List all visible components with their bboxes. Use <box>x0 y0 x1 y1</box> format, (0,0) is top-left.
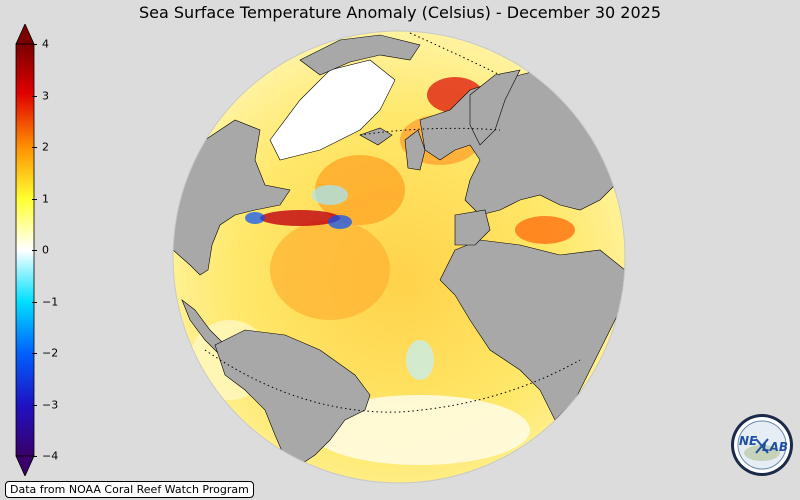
colorbar-tick-mark <box>32 353 37 354</box>
land-greenland <box>269 59 396 161</box>
land-scandinavia <box>469 69 521 146</box>
colorbar-tick-label: 3 <box>42 89 49 102</box>
colorbar-bottom-extend <box>15 455 35 476</box>
land-iceland <box>359 127 393 146</box>
colorbar-tick-label: 0 <box>42 243 49 257</box>
anomaly-patch-cool <box>328 215 352 229</box>
colorbar-tick-mark <box>32 301 37 303</box>
colorbar-tick-label: 2 <box>42 140 49 154</box>
globe-outline <box>172 30 626 484</box>
map-title: Sea Surface Temperature Anomaly (Celsius… <box>139 3 661 22</box>
anomaly-patch-neutral <box>310 395 530 465</box>
colorbar-tick-mark <box>32 404 37 406</box>
logo-text-lab: LAB <box>762 440 788 454</box>
anomaly-patch-warm <box>515 216 575 244</box>
colorbar-tick-label: −1 <box>42 295 59 308</box>
anomaly-patch-cool <box>312 185 348 205</box>
anomaly-patch-warm <box>270 220 390 320</box>
anomaly-patch-hot <box>260 210 340 226</box>
colorbar-tick-mark <box>32 44 37 45</box>
logo-text-ne: NE <box>739 434 758 448</box>
colorbar-tick-label: −2 <box>42 346 59 360</box>
colorbar-tick-mark <box>32 95 37 97</box>
land-south-america <box>214 329 371 466</box>
colorbar-tick-mark <box>32 198 37 200</box>
land-british-isles <box>404 129 426 171</box>
colorbar-tick-label: 1 <box>42 192 49 205</box>
nexlab-logo-icon: NE LAB <box>731 414 793 476</box>
data-source-label: Data from NOAA Coral Reef Watch Program <box>5 481 254 498</box>
land-africa <box>439 239 625 421</box>
colorbar-tick-label: 4 <box>42 37 49 51</box>
colorbar-tick-label: −3 <box>42 398 59 411</box>
anomaly-patch-cool <box>406 340 434 380</box>
land-arctic <box>299 34 421 76</box>
land-iberia <box>454 209 491 246</box>
colorbar-tick-mark <box>32 456 37 457</box>
graticule-antarctic-circle <box>204 349 581 413</box>
colorbar-tick-mark <box>32 250 37 251</box>
anomaly-patch-warm <box>315 155 405 225</box>
anomaly-patch-cool <box>245 212 265 224</box>
colorbar <box>15 24 35 476</box>
colorbar-tick-mark <box>32 147 37 148</box>
colorbar-tick-label: −4 <box>42 449 59 463</box>
